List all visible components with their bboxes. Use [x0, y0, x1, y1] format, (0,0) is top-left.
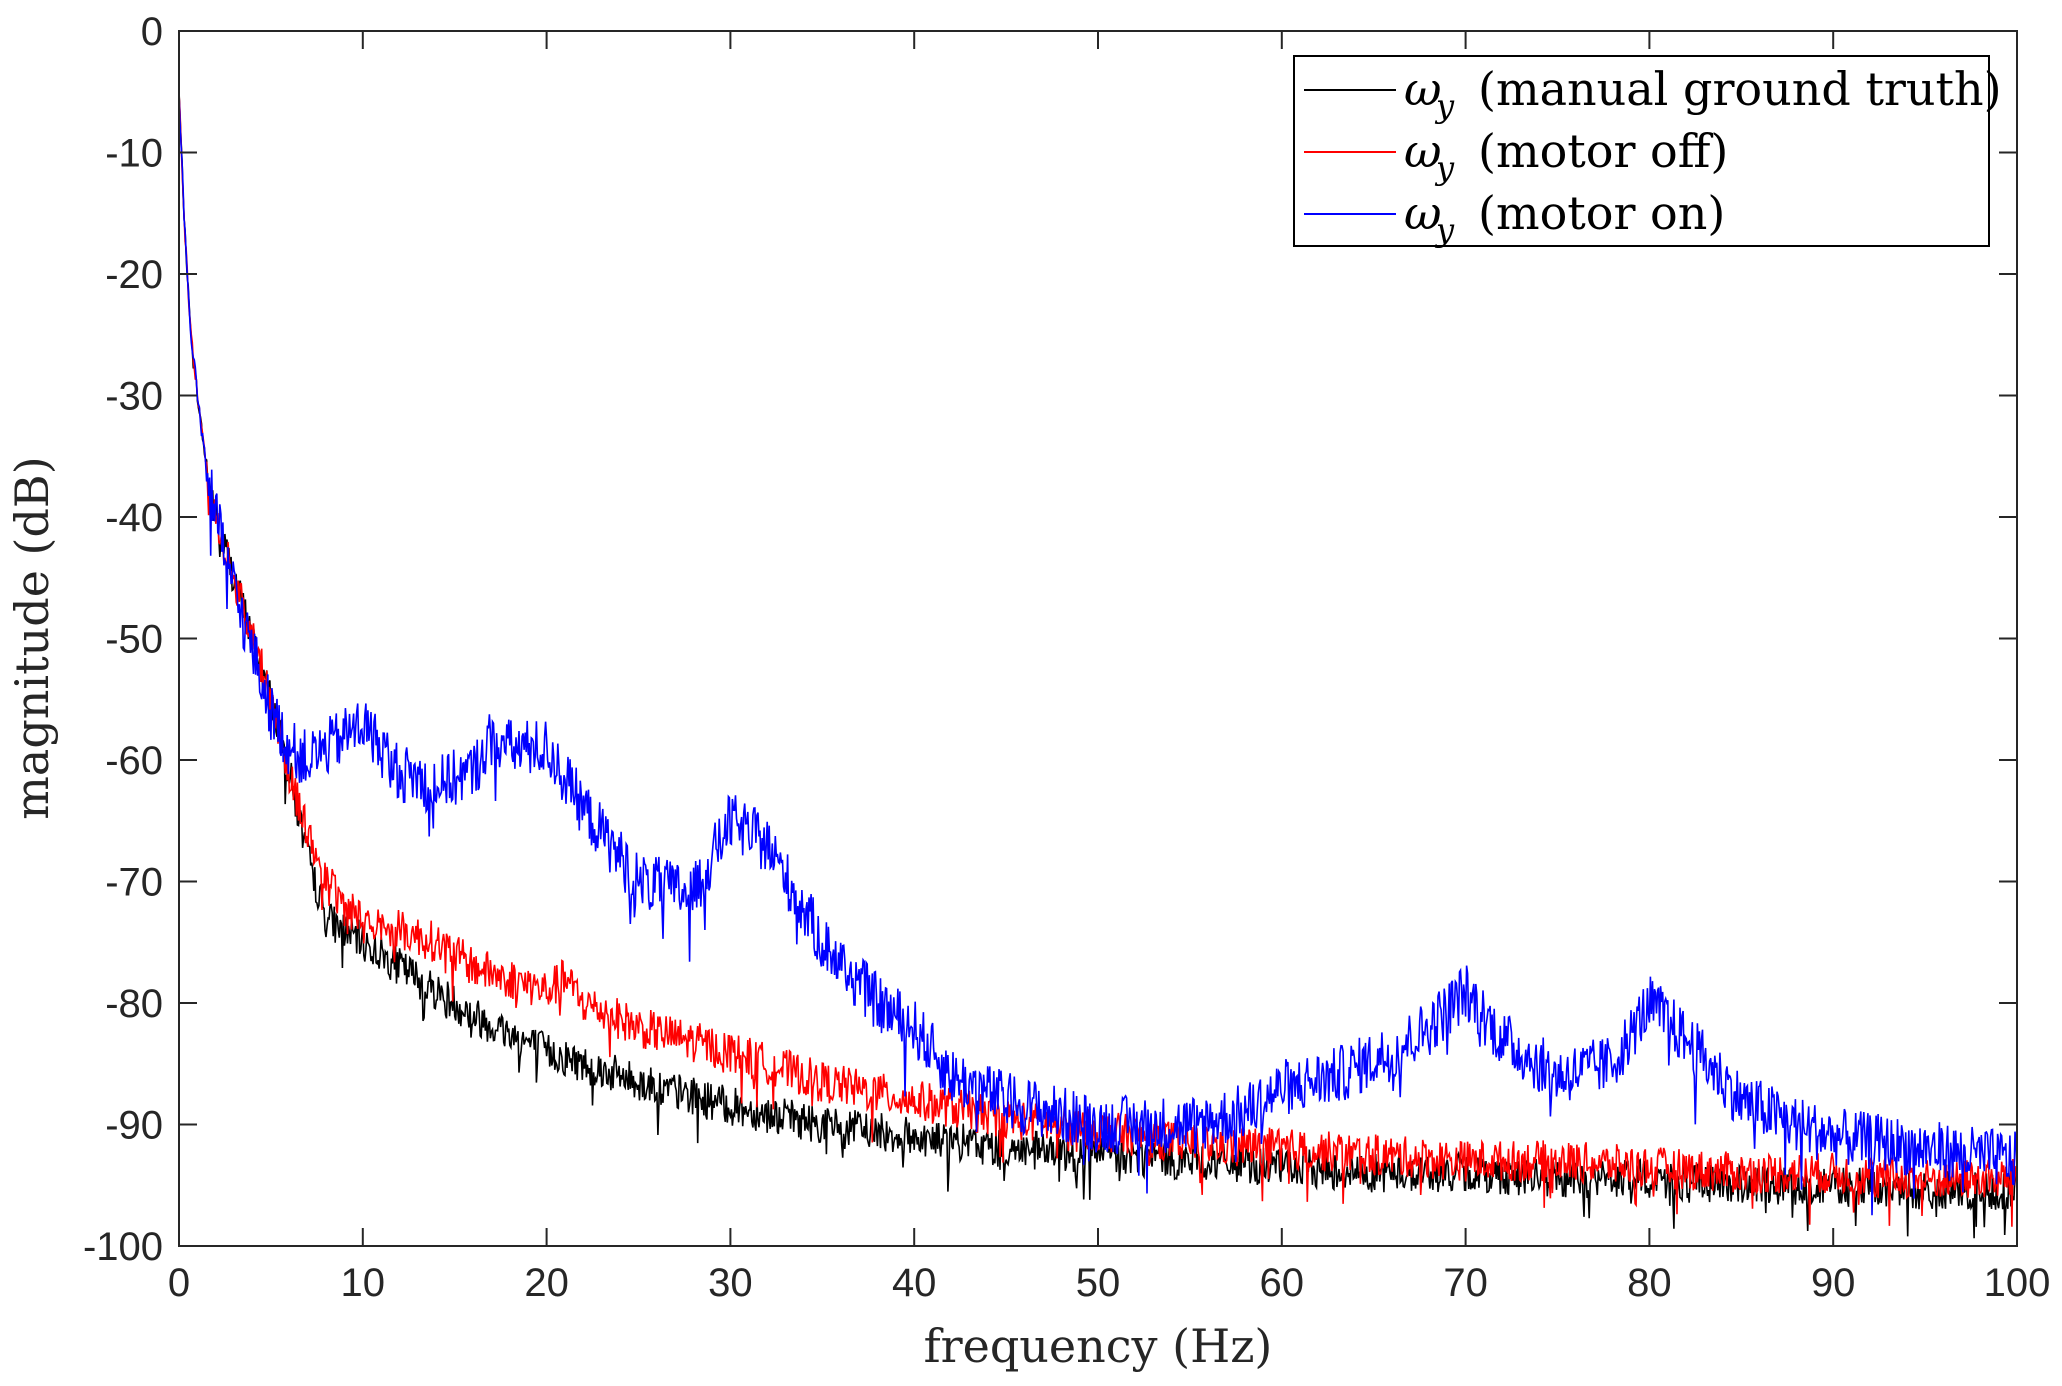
legend-subscript: y: [1434, 149, 1455, 187]
x-tick-label: 30: [708, 1261, 753, 1305]
x-tick-label: 60: [1260, 1261, 1305, 1305]
y-tick-label: -90: [105, 1104, 163, 1148]
x-tick-label: 10: [341, 1261, 386, 1305]
y-tick-label: -70: [105, 861, 163, 905]
legend-subscript: y: [1434, 87, 1455, 125]
series-line: [178, 92, 2018, 1216]
legend-subscript: y: [1434, 211, 1455, 249]
y-tick-label: -30: [105, 375, 163, 419]
legend: ωy (manual ground truth)ωy (motor off)ωy (m…: [1293, 55, 2002, 249]
series-layer: [178, 90, 2018, 1239]
legend-symbol: ω: [1404, 186, 1442, 240]
x-tick-label: 100: [1984, 1261, 2051, 1305]
y-tick-label: -10: [105, 132, 163, 176]
y-tick-label: -50: [105, 618, 163, 662]
x-tick-label: 0: [168, 1261, 190, 1305]
x-tick-label: 80: [1627, 1261, 1672, 1305]
x-tick-label: 90: [1811, 1261, 1856, 1305]
x-tick-label: 20: [524, 1261, 569, 1305]
x-tick-label: 70: [1443, 1261, 1488, 1305]
y-tick-label: -100: [83, 1225, 163, 1269]
y-axis-title: magnitude (dB): [5, 456, 59, 819]
series-line: [178, 93, 2018, 1227]
y-tick-label: 0: [141, 10, 163, 54]
y-tick-label: -80: [105, 982, 163, 1026]
legend-label: (motor off): [1478, 124, 1728, 178]
y-tick-label: -20: [105, 253, 163, 297]
x-tick-label: 50: [1076, 1261, 1121, 1305]
legend-label: (motor on): [1478, 186, 1725, 240]
legend-box: [1293, 55, 1990, 247]
legend-symbol: ω: [1404, 124, 1442, 178]
y-tick-label: -60: [105, 739, 163, 783]
legend-symbol: ω: [1404, 62, 1442, 116]
tick-layer: 0 10 20 30 40 50 60 70 80 90 100 0 -10 -20 -30 -40 -50 -6…: [83, 10, 2050, 1305]
x-tick-label: 40: [892, 1261, 937, 1305]
x-axis-title: frequency (Hz): [924, 1319, 1273, 1373]
y-tick-label: -40: [105, 496, 163, 540]
legend-label: (manual ground truth): [1478, 62, 2002, 116]
